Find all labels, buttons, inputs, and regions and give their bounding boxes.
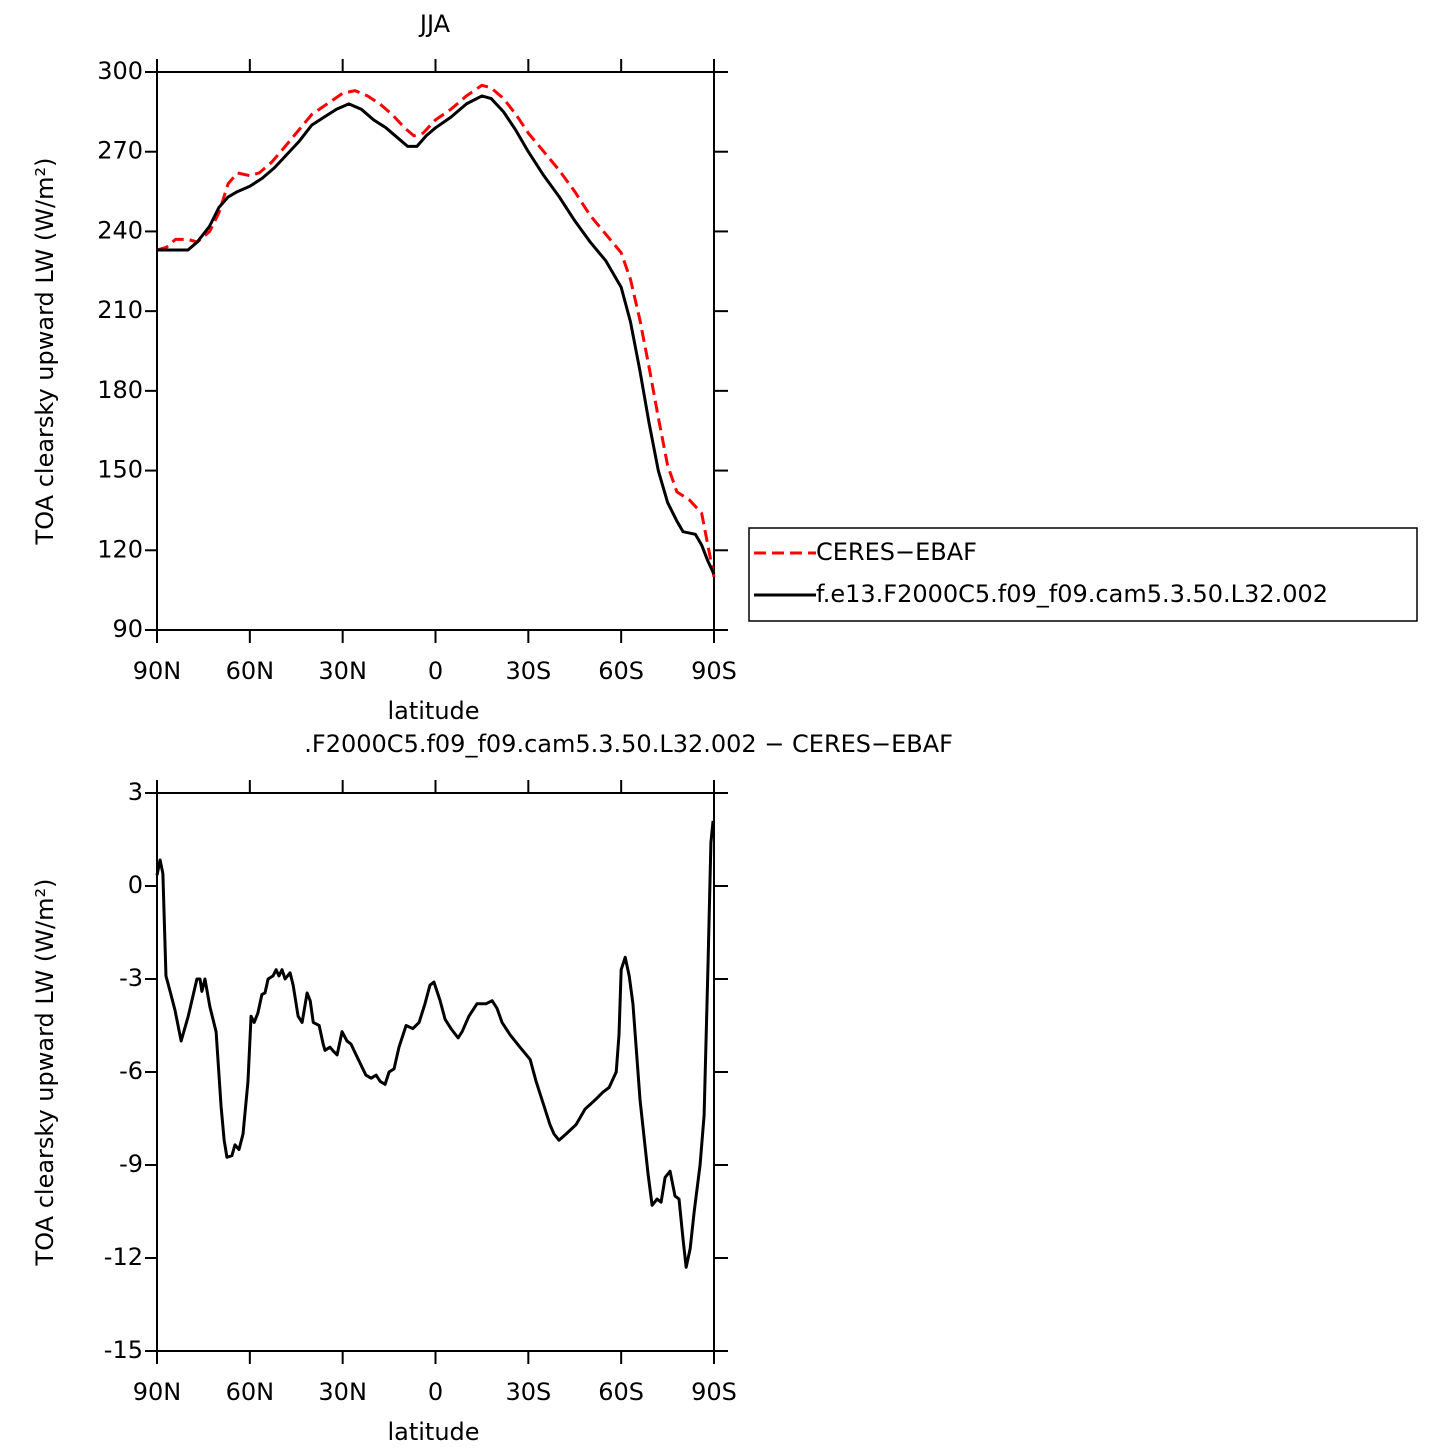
y-tick-label: 300 xyxy=(97,57,143,85)
x-tick-label: 90N xyxy=(133,657,182,685)
y-axis-label: TOA clearsky upward LW (W/m²) xyxy=(31,158,59,546)
y-tick-label: -12 xyxy=(104,1243,143,1271)
x-tick-label: 30N xyxy=(318,657,367,685)
y-tick-label: 90 xyxy=(112,615,143,643)
y-tick-label: 120 xyxy=(97,535,143,563)
x-tick-label: 60S xyxy=(598,1378,644,1406)
y-tick-label: 270 xyxy=(97,137,143,165)
series-line xyxy=(157,94,716,575)
y-tick-label: -3 xyxy=(119,964,143,992)
x-axis-label: latitude xyxy=(387,1418,479,1446)
legend-label: CERES−EBAF xyxy=(816,538,977,566)
x-tick-label: 0 xyxy=(428,657,443,685)
y-tick-label: 0 xyxy=(128,871,143,899)
x-axis-label: latitude xyxy=(387,697,479,725)
x-tick-label: 60N xyxy=(226,1378,275,1406)
plot-frame xyxy=(156,71,715,631)
x-tick-label: 30S xyxy=(505,1378,551,1406)
chart-title: JJA xyxy=(418,10,451,38)
y-axis-label: TOA clearsky upward LW (W/m²) xyxy=(31,879,59,1267)
y-tick-label: -6 xyxy=(119,1057,143,1085)
legend-label: f.e13.F2000C5.f09_f09.cam5.3.50.L32.002 xyxy=(816,580,1328,608)
y-tick-label: 210 xyxy=(97,296,143,324)
x-tick-label: 60N xyxy=(226,657,275,685)
chart-title: .F2000C5.f09_f09.cam5.3.50.L32.002 − CER… xyxy=(304,730,953,758)
x-tick-label: 90S xyxy=(691,1378,737,1406)
x-tick-label: 60S xyxy=(598,657,644,685)
y-tick-label: 180 xyxy=(97,376,143,404)
series-line xyxy=(156,83,716,578)
x-tick-label: 90N xyxy=(133,1378,182,1406)
y-tick-label: -15 xyxy=(104,1336,143,1364)
y-tick-label: 150 xyxy=(97,456,143,484)
y-tick-label: -9 xyxy=(119,1150,143,1178)
x-tick-label: 90S xyxy=(691,657,737,685)
y-tick-label: 3 xyxy=(128,778,143,806)
plot-frame xyxy=(156,792,715,1352)
series-line xyxy=(155,820,715,1269)
x-tick-label: 30S xyxy=(505,657,551,685)
legend-box xyxy=(748,527,1418,622)
x-tick-label: 30N xyxy=(318,1378,367,1406)
x-tick-label: 0 xyxy=(428,1378,443,1406)
y-tick-label: 240 xyxy=(97,216,143,244)
